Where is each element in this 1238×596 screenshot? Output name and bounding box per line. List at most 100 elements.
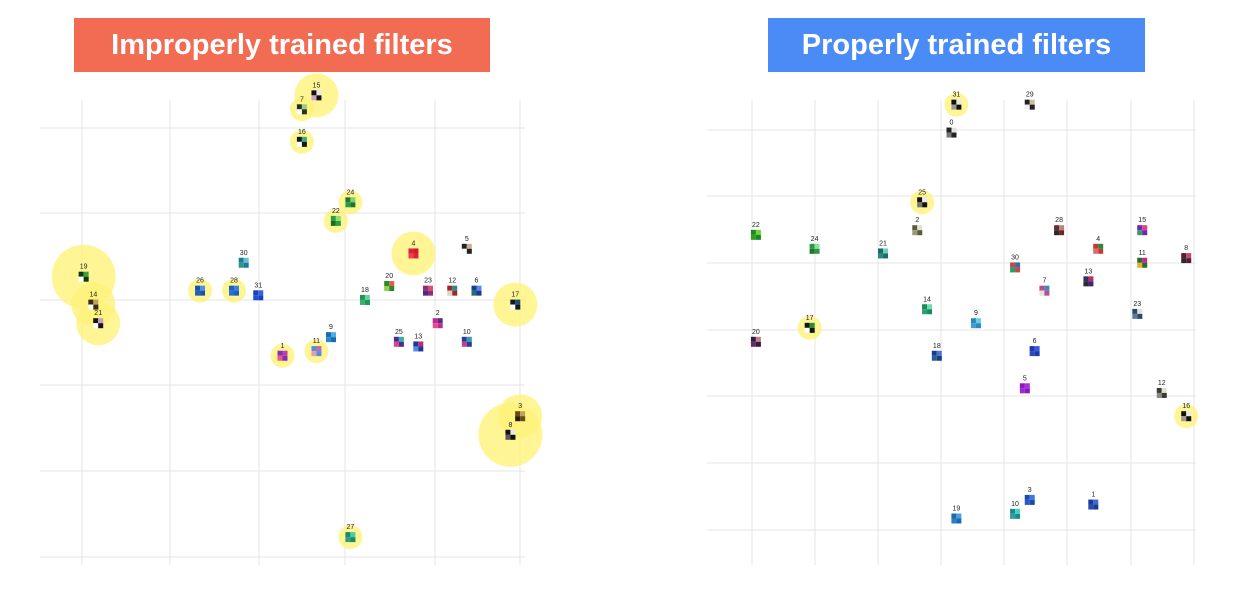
- filter-thumbnail: [1088, 276, 1094, 282]
- filter-thumbnail: [258, 295, 264, 301]
- filter-thumbnail: [316, 346, 322, 352]
- filter-thumbnail: [809, 327, 815, 333]
- point-label: 13: [1085, 268, 1093, 275]
- filter-thumbnail: [326, 337, 331, 343]
- filter-thumbnail: [1181, 258, 1187, 264]
- filter-thumbnail: [200, 290, 206, 296]
- filter-thumbnail: [1015, 513, 1021, 519]
- title-banner-improper: Improperly trained filters: [74, 18, 490, 72]
- point-label: 9: [974, 310, 978, 317]
- filter-thumbnail: [809, 248, 815, 254]
- filter-point-8: 8: [505, 422, 516, 440]
- filter-point-14: 14: [922, 296, 933, 315]
- filter-thumbnail: [243, 257, 249, 263]
- filter-thumbnail: [883, 253, 889, 259]
- filter-thumbnail: [1098, 248, 1104, 254]
- filter-thumbnail: [238, 257, 244, 263]
- filter-point-28: 28: [229, 278, 239, 296]
- filter-point-15: 15: [311, 82, 322, 101]
- point-label: 15: [1138, 217, 1146, 224]
- filter-point-6: 6: [1029, 338, 1040, 357]
- filter-thumbnail: [1015, 267, 1021, 273]
- filter-thumbnail: [345, 537, 351, 543]
- point-label: 13: [414, 333, 422, 340]
- filter-thumbnail: [1186, 253, 1192, 259]
- filter-thumbnail: [296, 136, 302, 142]
- filter-thumbnail: [515, 299, 521, 305]
- filter-thumbnail: [364, 294, 370, 300]
- filter-thumbnail: [437, 323, 443, 329]
- filter-thumbnail: [1093, 504, 1099, 510]
- point-label: 18: [361, 287, 369, 294]
- point-label: 25: [395, 329, 403, 336]
- filter-thumbnail: [1024, 499, 1030, 505]
- filter-thumbnail: [520, 416, 526, 422]
- point-label: 4: [411, 240, 415, 247]
- filter-thumbnail: [1093, 243, 1099, 249]
- filter-thumbnail: [970, 323, 976, 329]
- filter-point-31: 31: [951, 92, 962, 110]
- point-label: 7: [1042, 278, 1046, 285]
- filter-point-13: 13: [1083, 268, 1094, 287]
- filter-thumbnail: [350, 202, 356, 208]
- filter-thumbnail: [750, 234, 756, 240]
- filter-point-6: 6: [471, 278, 482, 296]
- point-label: 6: [475, 278, 479, 285]
- filter-thumbnail: [755, 341, 761, 347]
- filter-thumbnail: [234, 290, 239, 296]
- filter-thumbnail: [413, 346, 419, 352]
- point-label: 14: [923, 296, 931, 303]
- filter-thumbnail: [1010, 267, 1016, 273]
- filter-thumbnail: [432, 323, 438, 329]
- filter-thumbnail: [364, 299, 370, 305]
- filter-thumbnail: [1015, 508, 1021, 514]
- filter-thumbnail: [234, 285, 239, 291]
- point-label: 15: [313, 82, 321, 89]
- filter-thumbnail: [461, 248, 467, 254]
- filter-thumbnail: [316, 95, 322, 101]
- point-label: 10: [463, 329, 471, 336]
- filter-thumbnail: [93, 304, 99, 310]
- filter-point-3: 3: [1024, 487, 1035, 505]
- filter-point-16: 16: [1181, 403, 1192, 422]
- filter-thumbnail: [316, 351, 322, 357]
- point-label: 8: [1184, 245, 1188, 252]
- filter-thumbnail: [413, 248, 419, 254]
- filter-point-25: 25: [917, 189, 928, 208]
- filter-thumbnail: [418, 341, 424, 347]
- filter-thumbnail: [1142, 262, 1148, 268]
- point-label: 16: [1182, 403, 1190, 410]
- point-label: 1: [1091, 492, 1095, 499]
- filter-thumbnail: [1132, 308, 1138, 314]
- point-label: 18: [933, 343, 941, 350]
- filter-thumbnail: [1088, 281, 1094, 287]
- filter-thumbnail: [951, 518, 957, 524]
- filter-thumbnail: [510, 434, 516, 440]
- filter-thumbnail: [398, 336, 404, 342]
- filter-point-5: 5: [1019, 375, 1030, 394]
- filter-thumbnail: [413, 253, 419, 259]
- filter-thumbnail: [1010, 262, 1016, 268]
- filter-point-3: 3: [515, 403, 526, 422]
- filter-thumbnail: [936, 350, 942, 356]
- filter-thumbnail: [1029, 499, 1035, 505]
- filter-thumbnail: [253, 295, 259, 301]
- filter-thumbnail: [311, 90, 317, 96]
- filter-thumbnail: [1142, 230, 1148, 236]
- point-label: 22: [752, 222, 760, 229]
- filter-point-22: 22: [750, 222, 761, 240]
- filter-thumbnail: [330, 220, 336, 226]
- filter-thumbnail: [195, 290, 201, 296]
- point-label: 29: [1026, 92, 1034, 99]
- filter-thumbnail: [1029, 99, 1035, 105]
- filter-thumbnail: [326, 332, 331, 338]
- filter-thumbnail: [447, 285, 453, 291]
- filter-thumbnail: [243, 262, 249, 268]
- filter-thumbnail: [301, 136, 307, 142]
- filter-thumbnail: [1098, 243, 1104, 249]
- point-label: 7: [300, 96, 304, 103]
- filter-thumbnail: [917, 230, 923, 236]
- filter-thumbnail: [408, 253, 414, 259]
